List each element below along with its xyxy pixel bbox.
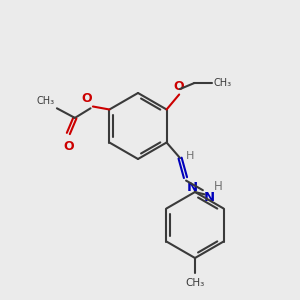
- Text: O: O: [174, 80, 184, 93]
- Text: O: O: [63, 140, 74, 152]
- Text: N: N: [204, 191, 215, 204]
- Text: CH₃: CH₃: [37, 96, 55, 106]
- Text: O: O: [81, 92, 92, 105]
- Text: H: H: [213, 180, 222, 193]
- Text: N: N: [187, 181, 198, 194]
- Text: CH₃: CH₃: [214, 78, 232, 88]
- Text: H: H: [186, 151, 194, 161]
- Text: CH₃: CH₃: [185, 278, 205, 288]
